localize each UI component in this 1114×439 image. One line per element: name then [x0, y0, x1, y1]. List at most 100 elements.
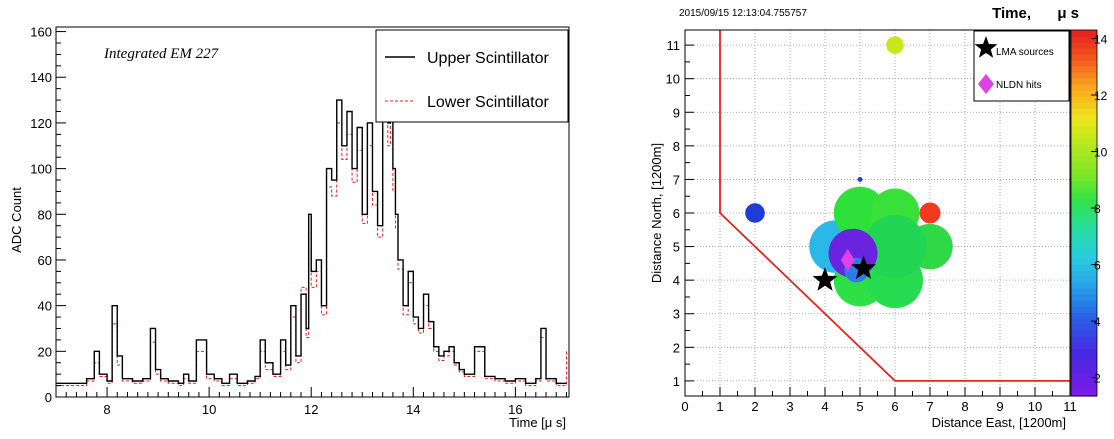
network-boundary: [719, 30, 1070, 382]
colorbar-band: [1071, 228, 1097, 235]
upper-scintillator-line: [56, 30, 567, 384]
colorbar-band: [1071, 366, 1097, 373]
colorbar-title: Time,: [992, 5, 1031, 22]
y-tick-label: 160: [30, 25, 52, 40]
map-markers: [812, 249, 876, 291]
x-tick-label: 2: [751, 399, 758, 414]
y-tick-label: 140: [30, 70, 52, 85]
colorbar-tick-label: 8: [1094, 202, 1101, 216]
colorbar-tick-label: 14: [1094, 32, 1108, 46]
colorbar-band: [1071, 300, 1097, 307]
colorbar-band: [1071, 102, 1097, 109]
x-tick-label: 3: [786, 399, 793, 414]
y-tick-label: 20: [38, 344, 52, 359]
legend-upper-label: Upper Scintillator: [427, 50, 550, 67]
colorbar-band: [1071, 54, 1097, 61]
x-tick-label: 0: [681, 399, 688, 414]
colorbar-band: [1071, 36, 1097, 43]
map-ylabel: Distance North, [1200m]: [649, 143, 664, 283]
colorbar-tick-label: 6: [1094, 259, 1101, 273]
x-tick-label: 6: [891, 399, 898, 414]
colorbar-band: [1071, 264, 1097, 271]
colorbar-band: [1071, 216, 1097, 223]
colorbar-band: [1071, 198, 1097, 205]
waveform-chart: 0 20 40 60 80 100 120 140 160 8 10 12 14 16 Integrate…: [9, 25, 570, 430]
lightning-source-dot: [886, 36, 904, 54]
x-tick-label: 7: [926, 399, 933, 414]
colorbar-band: [1071, 138, 1097, 145]
colorbar-band: [1071, 84, 1097, 91]
x-tick-label: 10: [202, 402, 216, 417]
colorbar-band: [1071, 204, 1097, 211]
colorbar-band: [1071, 390, 1097, 397]
colorbar-band: [1071, 186, 1097, 193]
x-tick-label: 12: [304, 402, 318, 417]
colorbar-unit: μ s: [1057, 5, 1079, 22]
y-tick-label: 8: [673, 139, 680, 154]
y-tick-label: 80: [38, 207, 52, 222]
colorbar-band: [1071, 72, 1097, 79]
x-tick-label: 14: [406, 402, 420, 417]
colorbar-frame: [1070, 29, 1098, 397]
x-tick-label: 9: [996, 399, 1003, 414]
x-tick-label: 5: [856, 399, 863, 414]
colorbar-band: [1071, 354, 1097, 361]
colorbar-band: [1071, 324, 1097, 331]
x-tick-label: 8: [961, 399, 968, 414]
colorbar-band: [1071, 348, 1097, 355]
colorbar-band: [1071, 144, 1097, 151]
waveform-legend: Upper Scintillator Lower Scintillator: [375, 29, 569, 123]
colorbar-tick-label: 12: [1094, 89, 1108, 103]
colorbar-band: [1071, 114, 1097, 121]
legend-box: [375, 29, 569, 123]
x-tick-label: 16: [508, 402, 522, 417]
colorbar-tick-label: 4: [1094, 315, 1101, 329]
waveform-series: [56, 30, 567, 387]
colorbar-band: [1071, 240, 1097, 247]
colorbar-band: [1071, 96, 1097, 103]
y-tick-label: 120: [30, 116, 52, 131]
colorbar-band: [1071, 288, 1097, 295]
colorbar-band: [1071, 162, 1097, 169]
colorbar-band: [1071, 378, 1097, 385]
legend-star-icon: [974, 36, 998, 58]
map-legend: LMA sources NLDN hits: [973, 30, 1070, 102]
waveform-xlabel: Time [μ s]: [509, 415, 566, 430]
colorbar-band: [1071, 210, 1097, 217]
waveform-ylabel: ADC Count: [9, 187, 24, 253]
y-tick-label: 0: [45, 390, 52, 405]
colorbar-band: [1071, 372, 1097, 379]
colorbar-band: [1071, 336, 1097, 343]
lower-scintillator-line: [56, 76, 567, 387]
colorbar-band: [1071, 168, 1097, 175]
legend-lma-label: LMA sources: [996, 47, 1054, 58]
colorbar-band: [1071, 222, 1097, 229]
colorbar-band: [1071, 258, 1097, 265]
colorbar-band: [1071, 156, 1097, 163]
lma-source-star: [812, 267, 838, 291]
legend-nldn-label: NLDN hits: [996, 80, 1042, 91]
colorbar-band: [1071, 246, 1097, 253]
lma-source-star: [851, 255, 876, 279]
y-tick-label: 1: [673, 374, 680, 389]
colorbar-band: [1071, 312, 1097, 319]
waveform-ticks: 0 20 40 60 80 100 120 140 160 8 10 12 14 16: [30, 25, 567, 417]
legend-lower-label: Lower Scintillator: [427, 94, 550, 111]
legend-diamond-icon: [978, 74, 994, 94]
x-tick-label: 4: [821, 399, 828, 414]
colorbar-band: [1071, 90, 1097, 97]
map-legend-box: [973, 30, 1070, 102]
y-tick-label: 2: [673, 340, 680, 355]
colorbar-band: [1071, 342, 1097, 349]
colorbar-band: [1071, 60, 1097, 67]
x-tick-label: 1: [716, 399, 723, 414]
lightning-source-dot: [857, 176, 863, 182]
colorbar-band: [1071, 318, 1097, 325]
lightning-source-dot: [863, 215, 927, 279]
colorbar-band: [1071, 126, 1097, 133]
x-tick-label: 11: [1063, 399, 1077, 414]
